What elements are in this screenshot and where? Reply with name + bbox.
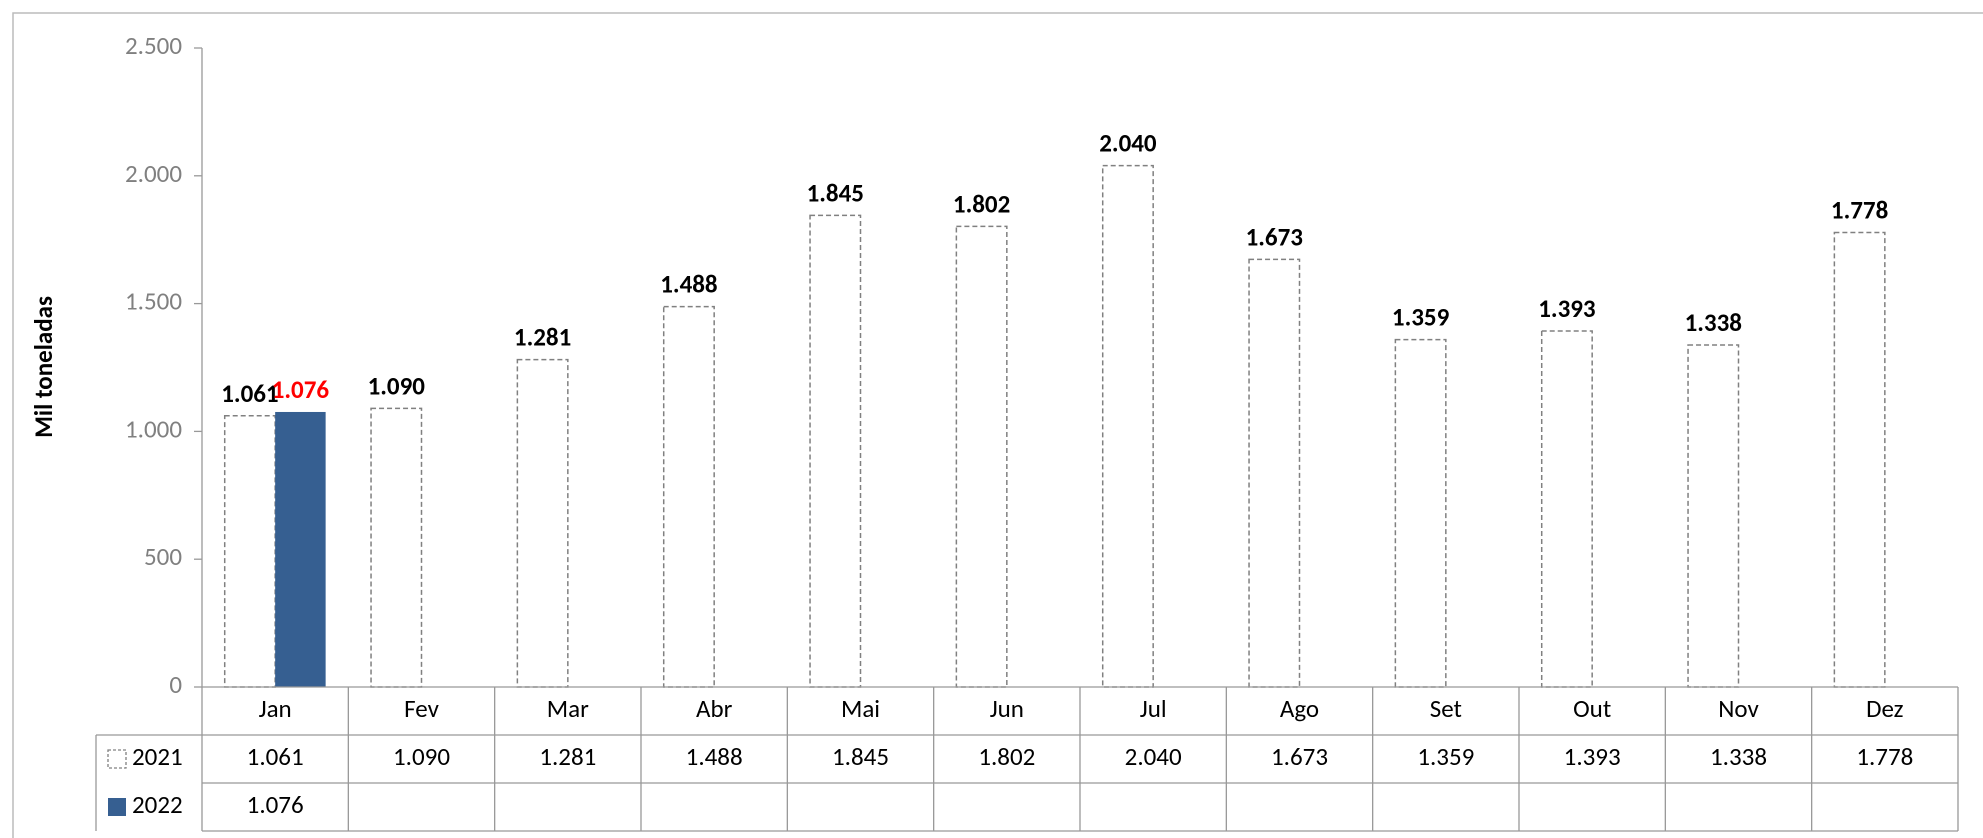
x-tick-label: Dez <box>1866 693 1904 724</box>
table-cell: 1.802 <box>978 741 1035 772</box>
y-tick-label: 2.500 <box>125 30 182 61</box>
table-cell: 1.393 <box>1564 741 1621 772</box>
y-tick-label: 0 <box>169 669 182 700</box>
data-label: 1.338 <box>1685 307 1742 338</box>
bar <box>1101 164 1154 688</box>
data-label: 1.076 <box>272 374 330 405</box>
data-label: 1.090 <box>368 370 426 401</box>
legend-label: 2022 <box>132 789 183 820</box>
x-tick-label: Jan <box>259 693 292 724</box>
data-label: 1.845 <box>807 177 864 208</box>
bar <box>275 411 326 687</box>
bar <box>1833 231 1886 688</box>
table-cell: 2.040 <box>1125 741 1182 772</box>
bar <box>955 225 1008 688</box>
x-tick-label: Fev <box>404 693 439 724</box>
table-cell: 1.488 <box>686 741 743 772</box>
bar <box>223 415 276 688</box>
x-tick-label: Mai <box>841 693 880 724</box>
data-label: 1.281 <box>514 322 571 353</box>
data-label: 1.802 <box>953 188 1010 219</box>
x-tick-label: Jul <box>1140 693 1167 724</box>
bar <box>1394 338 1447 688</box>
chart-border <box>12 12 1983 838</box>
y-tick-label: 1.000 <box>125 413 182 444</box>
bar <box>809 214 862 688</box>
data-label: 1.393 <box>1538 293 1595 324</box>
bar <box>1540 330 1593 688</box>
table-cell: 1.061 <box>247 741 304 772</box>
table-cell: 1.338 <box>1710 741 1767 772</box>
bar <box>370 407 423 688</box>
data-label: 1.061 <box>221 378 278 409</box>
bar <box>1687 344 1740 688</box>
y-tick-label: 2.000 <box>125 158 182 189</box>
legend-label: 2021 <box>132 741 183 772</box>
x-tick-label: Set <box>1430 693 1462 724</box>
table-cell: 1.845 <box>832 741 889 772</box>
x-tick-label: Ago <box>1280 693 1319 724</box>
legend-key <box>108 798 126 816</box>
table-cell: 1.359 <box>1417 741 1474 772</box>
y-tick-label: 1.500 <box>125 286 182 317</box>
data-label: 1.488 <box>660 269 717 300</box>
table-cell: 1.076 <box>247 789 304 820</box>
x-tick-label: Nov <box>1718 693 1759 724</box>
x-tick-label: Abr <box>696 693 733 724</box>
data-label: 1.673 <box>1246 221 1303 252</box>
y-axis-title: Mil toneladas <box>28 296 59 438</box>
x-tick-label: Jun <box>990 693 1024 724</box>
x-tick-label: Out <box>1573 693 1611 724</box>
table-cell: 1.673 <box>1271 741 1328 772</box>
bar <box>516 358 569 688</box>
legend-key <box>107 749 127 769</box>
data-label: 1.778 <box>1831 195 1888 226</box>
bar <box>662 305 715 688</box>
y-tick-label: 500 <box>144 541 182 572</box>
bar <box>1248 258 1301 688</box>
data-label: 2.040 <box>1099 128 1157 159</box>
x-tick-label: Mar <box>547 693 589 724</box>
table-cell: 1.281 <box>539 741 596 772</box>
table-cell: 1.090 <box>393 741 450 772</box>
table-cell: 1.778 <box>1856 741 1913 772</box>
data-label: 1.359 <box>1392 302 1450 333</box>
